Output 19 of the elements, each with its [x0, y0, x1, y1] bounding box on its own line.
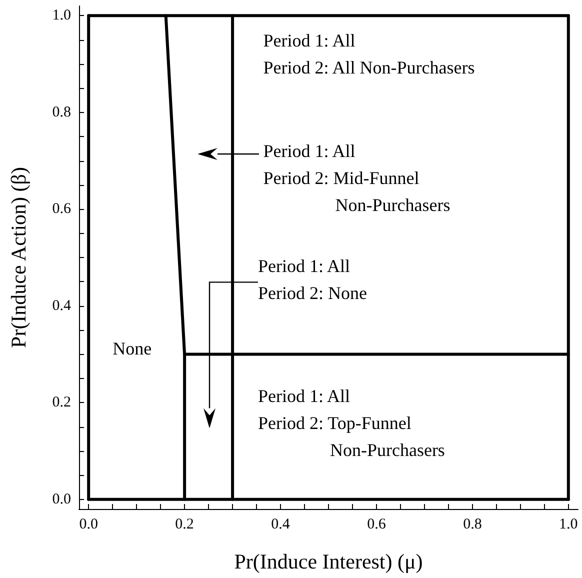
y-tick-label: 1.0: [52, 8, 71, 24]
x-tick-label: 0.6: [367, 516, 386, 532]
y-tick-label: 0.8: [52, 104, 71, 120]
annotation: Period 1: All Period 2: Mid-Funnel Non-Purchasers: [263, 140, 450, 215]
x-tick-label: 0.8: [463, 516, 482, 532]
x-tick-label: 0.0: [79, 516, 98, 532]
y-axis-title: Pr(Induce Action) (β): [6, 167, 30, 348]
annotation: Period 1: All Period 2: None: [258, 256, 367, 304]
y-tick-label: 0.4: [52, 298, 72, 314]
annotation: Period 1: All Period 2: Top-Funnel Non-Purchasers: [258, 386, 445, 460]
x-tick-label: 0.2: [175, 516, 194, 532]
annotation: Period 1: All Period 2: All Non-Purchasers: [263, 30, 475, 78]
x-axis-title: Pr(Induce Interest) (μ): [234, 550, 423, 574]
x-tick-label: 0.4: [271, 516, 290, 532]
x-tick-label: 1.0: [559, 516, 578, 532]
y-tick-label: 0.0: [52, 491, 71, 508]
y-tick-label: 0.2: [52, 394, 71, 411]
y-tick-label: 0.6: [52, 201, 72, 218]
annotation: None: [112, 338, 152, 359]
